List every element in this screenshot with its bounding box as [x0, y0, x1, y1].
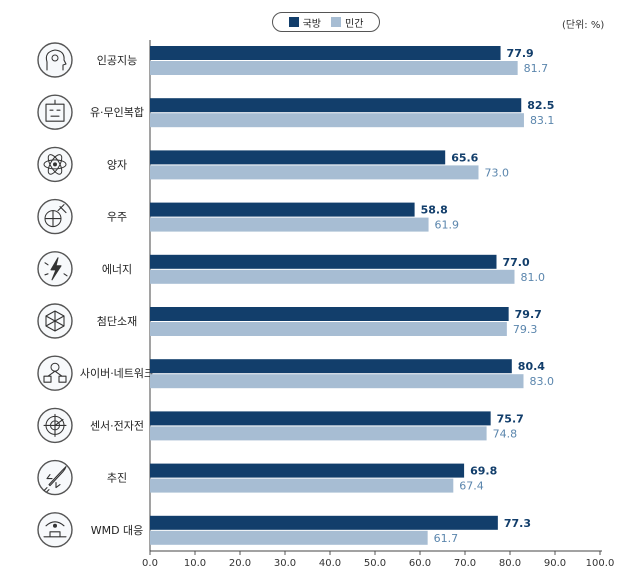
bar-defense	[150, 46, 501, 60]
bar-defense	[150, 202, 415, 217]
bar-defense	[150, 463, 465, 478]
bar-label-civilian: 83.1	[530, 114, 555, 127]
atom-icon-orbit2	[47, 154, 63, 175]
x-tick-label: 0.0	[142, 558, 158, 569]
bar-label-defense: 80.4	[518, 360, 545, 373]
category-label: 사이버·네트워크	[80, 367, 154, 380]
bar-defense	[150, 307, 509, 321]
x-tick-label: 80.0	[499, 558, 521, 569]
category-label: 센서·전자전	[90, 419, 144, 432]
bar-label-defense: 65.6	[451, 151, 478, 164]
bar-label-civilian: 81.0	[521, 271, 546, 284]
radar-sensor-icon-sweep	[43, 413, 67, 437]
ai-head-icon	[45, 49, 67, 71]
bar-civilian	[150, 530, 428, 545]
legend-label-civilian: 민간	[345, 18, 364, 30]
legend-item-defense: 국방	[288, 15, 321, 30]
bar-civilian	[150, 478, 454, 493]
category-label: 에너지	[102, 263, 132, 276]
bar-label-defense: 58.8	[421, 204, 448, 217]
bar-defense	[150, 150, 446, 165]
bar-civilian	[150, 217, 429, 232]
legend-swatch-civilian	[331, 17, 341, 27]
x-tick-label: 70.0	[454, 558, 476, 569]
category-icon-frame	[37, 355, 73, 391]
bar-label-civilian: 83.0	[530, 375, 555, 388]
x-tick-label: 90.0	[544, 558, 566, 569]
category-label: 추진	[107, 472, 127, 485]
bar-civilian	[150, 426, 487, 441]
lightning-energy-icon	[50, 257, 62, 281]
category-label: 인공지능	[97, 54, 137, 67]
satellite-globe-icon-satellite	[44, 204, 67, 228]
bar-label-defense: 77.0	[503, 256, 530, 269]
hazard-shield-icon-center	[53, 523, 57, 528]
bar-civilian	[150, 113, 524, 128]
category-icon-frame	[37, 198, 73, 235]
legend-label-defense: 국방	[302, 18, 321, 30]
bar-label-civilian: 79.3	[513, 323, 538, 336]
bar-civilian	[150, 269, 515, 284]
bar-defense	[150, 515, 498, 530]
bar-label-civilian: 81.7	[524, 62, 549, 75]
bar-defense	[150, 359, 512, 374]
x-tick-label: 40.0	[319, 558, 341, 569]
bar-label-defense: 77.9	[507, 47, 534, 60]
bar-label-defense: 79.7	[515, 308, 542, 321]
bar-label-civilian: 74.8	[493, 427, 517, 440]
rocket-propulsion-icon	[46, 466, 67, 489]
atom-icon-nucleus	[53, 162, 57, 167]
atom-icon-orbit3	[47, 154, 63, 175]
x-tick-label: 20.0	[229, 558, 251, 569]
x-tick-label: 10.0	[184, 558, 206, 569]
ai-head-icon-dot	[51, 54, 59, 62]
network-devices-icon-devices	[43, 370, 67, 383]
x-tick-label: 100.0	[586, 558, 615, 569]
bar-defense	[150, 254, 497, 269]
legend-swatch-defense	[288, 17, 299, 27]
bar-civilian	[150, 374, 524, 389]
category-label: 첨단소재	[97, 315, 137, 328]
lattice-material-icon	[45, 310, 65, 332]
x-tick-label: 50.0	[364, 558, 386, 569]
bar-label-civilian: 61.7	[434, 532, 459, 545]
x-tick-label: 60.0	[409, 558, 431, 569]
chart-legend: 국방 민간	[272, 12, 380, 32]
bar-label-defense: 69.8	[470, 465, 497, 478]
unit-label: (단위: %)	[562, 20, 605, 31]
category-label: 우주	[107, 211, 127, 224]
robot-face-icon	[45, 99, 65, 122]
bar-label-defense: 82.5	[527, 99, 554, 112]
legend-item-civilian: 민간	[331, 15, 363, 30]
bar-label-civilian: 67.4	[459, 480, 484, 493]
bar-civilian	[150, 61, 518, 75]
bar-defense	[150, 98, 522, 113]
rocket-propulsion-icon-exhaust	[43, 487, 50, 493]
bar-label-civilian: 73.0	[485, 166, 510, 179]
bar-civilian	[150, 165, 479, 180]
category-label: 양자	[107, 158, 127, 171]
category-icon-frame	[37, 42, 73, 78]
x-tick-label: 30.0	[274, 558, 296, 569]
bar-label-defense: 77.3	[504, 517, 531, 530]
category-label: 유·무인복합	[90, 106, 144, 119]
bar-label-civilian: 61.9	[435, 219, 460, 232]
atom-icon	[43, 159, 67, 170]
category-label: WMD 대응	[91, 524, 144, 537]
bar-civilian	[150, 322, 507, 336]
bar-defense	[150, 411, 491, 426]
category-icon-frame	[37, 512, 73, 548]
lightning-energy-icon-sparks	[44, 262, 68, 277]
hazard-shield-icon	[43, 521, 67, 538]
bar-label-defense: 75.7	[497, 412, 524, 425]
